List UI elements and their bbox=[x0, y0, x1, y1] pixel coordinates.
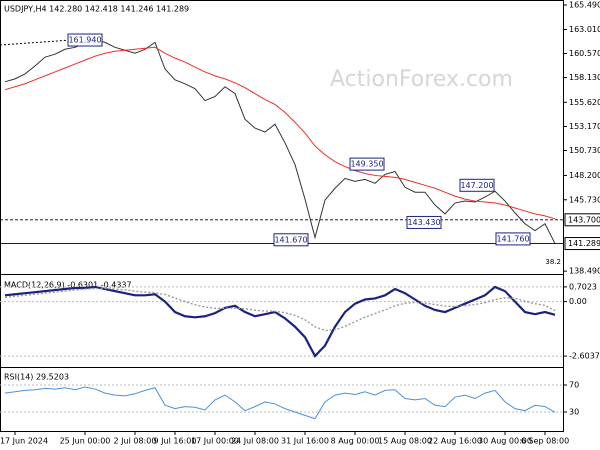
panel-title: RSI(14) 29.5203 bbox=[4, 373, 69, 382]
annotation-box bbox=[406, 215, 442, 229]
frame bbox=[0, 0, 564, 432]
x-tick-label: 8 Aug 00:00 bbox=[331, 437, 380, 446]
series-line bbox=[4, 46, 556, 220]
y-tick-label: 148.200 bbox=[569, 171, 600, 180]
annotation-label: 141.670 bbox=[274, 235, 307, 244]
x-tick-label: 22 Aug 16:00 bbox=[428, 437, 482, 446]
watermark: ActionForex.com bbox=[330, 67, 513, 92]
annotation-box bbox=[67, 33, 103, 47]
x-tick-label: 31 Jul 16:00 bbox=[281, 437, 329, 446]
series-line bbox=[4, 386, 556, 420]
y-tick-label: 163.010 bbox=[569, 25, 600, 34]
x-tick-label: 30 Aug 00:00 bbox=[478, 437, 532, 446]
x-tick-label: 6 Sep 08:00 bbox=[521, 437, 569, 446]
panel-title: MACD(12,26,9) -0.6301 -0.4337 bbox=[4, 281, 132, 290]
annotation-box bbox=[349, 157, 385, 171]
y-tick-label: 165.490 bbox=[569, 1, 600, 10]
annotation-box bbox=[273, 233, 309, 247]
fib-label: 38.2 bbox=[545, 258, 561, 266]
level-label-box bbox=[564, 213, 600, 227]
price-label-box bbox=[564, 237, 600, 251]
y-tick-label: 30 bbox=[569, 408, 579, 417]
annotation-box bbox=[495, 232, 531, 246]
y-tick-label: -2.6037 bbox=[569, 352, 600, 361]
y-tick-label: 150.730 bbox=[569, 146, 600, 155]
x-tick-label: 24 Jul 08:00 bbox=[231, 437, 279, 446]
x-tick-label: 17 Jul 00:00 bbox=[191, 437, 239, 446]
series-line bbox=[4, 285, 556, 358]
x-tick-label: 25 Jun 00:00 bbox=[60, 437, 111, 446]
y-tick-label: 70 bbox=[569, 381, 579, 390]
y-tick-label: 155.620 bbox=[569, 98, 600, 107]
x-tick-label: 15 Aug 08:00 bbox=[378, 437, 432, 446]
y-tick-label: 145.730 bbox=[569, 195, 600, 204]
y-tick-label: 0.7023 bbox=[569, 282, 597, 291]
y-tick-label: 138.490 bbox=[569, 267, 600, 276]
annotation-box bbox=[459, 178, 495, 192]
x-tick-label: 17 Jun 2024 bbox=[0, 437, 48, 446]
y-tick-label: 0.00 bbox=[569, 297, 587, 306]
x-tick-label: 2 Jul 08:00 bbox=[114, 437, 157, 446]
x-tick-label: 9 Jul 16:00 bbox=[154, 437, 197, 446]
y-tick-label: 153.170 bbox=[569, 122, 600, 131]
trend-line bbox=[0, 37, 101, 46]
series-line bbox=[4, 287, 556, 332]
annotation-label: 141.760 bbox=[496, 234, 529, 243]
annotation-label: 147.200 bbox=[460, 181, 493, 190]
annotation-label: 143.430 bbox=[407, 218, 440, 227]
price-label: 141.289 bbox=[568, 239, 600, 248]
annotation-label: 149.350 bbox=[350, 160, 383, 169]
y-tick-label: 160.570 bbox=[569, 49, 600, 58]
annotation-label: 161.940 bbox=[68, 36, 101, 45]
y-tick-label: 158.130 bbox=[569, 73, 600, 82]
panel-title: USDJPY,H4 142.280 142.418 141.246 141.28… bbox=[4, 5, 189, 14]
level-label: 143.700 bbox=[568, 215, 600, 224]
